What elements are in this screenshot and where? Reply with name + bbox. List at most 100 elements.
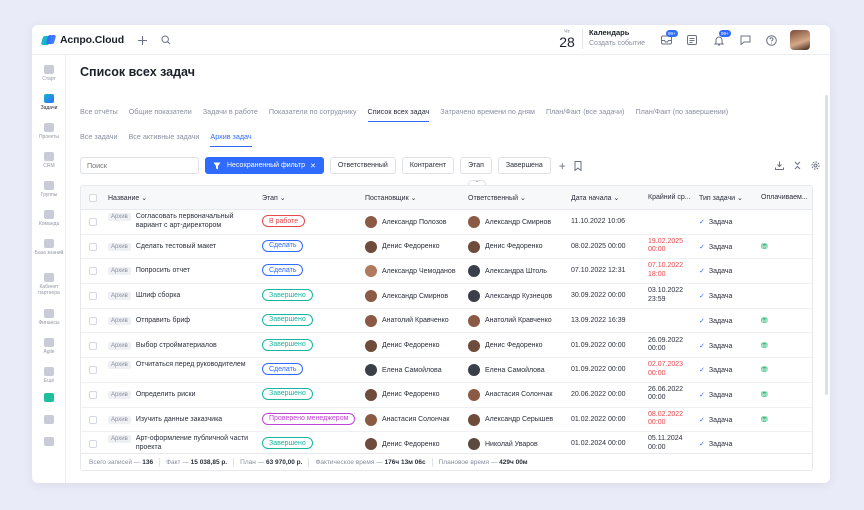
row-checkbox[interactable]	[89, 440, 97, 449]
add-icon[interactable]	[136, 34, 148, 46]
assignee-name[interactable]: Александр Смирнов	[485, 218, 552, 226]
sidebar-item-agile[interactable]: Agile	[32, 338, 66, 355]
task-name-cell[interactable]: Архив Попросить отчет	[108, 267, 261, 276]
row-checkbox[interactable]	[89, 218, 97, 226]
calendar-widget[interactable]: Чт 28 Календарь Создать событие	[556, 28, 645, 49]
assignee-name[interactable]: Александр Кузнецов	[485, 292, 553, 300]
creator-name[interactable]: Анастасия Солончак	[382, 416, 450, 424]
table-row[interactable]: Архив Согласовать первоначальный вариант …	[81, 210, 812, 235]
filter-stage-button[interactable]: Этап	[460, 157, 492, 174]
column-deadline[interactable]: Крайний ср...	[648, 194, 691, 201]
tab-plan-fact-all[interactable]: План/Факт (все задачи)	[545, 107, 625, 116]
row-checkbox[interactable]	[89, 366, 97, 375]
creator-name[interactable]: Елена Самойлова	[382, 366, 442, 374]
creator-name[interactable]: Анатолий Кравченко	[382, 317, 449, 325]
stage-badge[interactable]: Сделать	[262, 363, 304, 376]
assignee-name[interactable]: Анатолий Кравченко	[485, 317, 552, 325]
sidebar-item-app[interactable]	[32, 393, 66, 404]
row-checkbox[interactable]	[89, 292, 97, 301]
sidebar-item-projects[interactable]: Проекты	[32, 123, 66, 140]
creator-name[interactable]: Денис Федоренко	[382, 342, 440, 349]
task-name-cell[interactable]: Архив Изучить данные заказчика	[108, 415, 261, 425]
tab-general[interactable]: Общие показатели	[128, 107, 192, 116]
stage-badge[interactable]: Проверено менеджером	[262, 412, 356, 425]
task-name[interactable]: Отправить бриф	[135, 316, 191, 324]
table-row[interactable]: Архив Сделать тестовый макет Сделать Денис …	[81, 235, 812, 260]
column-creator[interactable]: Постановщик ⌄	[365, 195, 417, 202]
chat-icon[interactable]	[739, 34, 751, 46]
task-name[interactable]: Согласовать первоначальный вариант с арт…	[135, 213, 234, 229]
sidebar-item-partner[interactable]: Кабинет партнера	[32, 273, 66, 296]
stage-badge[interactable]: Завершено	[262, 387, 313, 400]
sidebar-item-more[interactable]: Ещё	[32, 367, 66, 384]
user-avatar[interactable]	[790, 30, 810, 50]
sidebar-item-start[interactable]: Старт	[32, 65, 66, 82]
creator-name[interactable]: Александр Смирнов	[382, 292, 449, 300]
creator-name[interactable]: Александр Чемоданов	[382, 267, 456, 275]
task-name[interactable]: Определить риски	[135, 390, 196, 398]
sidebar-item-extra-2[interactable]	[32, 437, 66, 448]
create-event-link[interactable]: Создать событие	[589, 40, 646, 47]
table-row[interactable]: Архив Определить риски Завершено Денис Федо…	[81, 383, 812, 408]
assignee-name[interactable]: Николай Уваров	[485, 440, 538, 448]
column-billable[interactable]: Оплачиваем...	[761, 194, 808, 201]
sidebar-item-team[interactable]: Команда	[32, 210, 66, 227]
column-start-date[interactable]: Дата начала ⌄	[571, 195, 620, 202]
task-name[interactable]: Шлиф сборка	[135, 292, 181, 300]
task-name-cell[interactable]: Архив Определить риски	[108, 390, 261, 400]
assignee-name[interactable]: Елена Самойлова	[485, 366, 545, 374]
row-checkbox[interactable]	[89, 267, 97, 276]
task-name[interactable]: Попросить отчет	[135, 267, 190, 275]
collapse-icon[interactable]	[794, 161, 801, 170]
assignee-name[interactable]: Денис Федоренко	[485, 243, 543, 251]
task-name-cell[interactable]: Архив Выбор стройматериалов	[108, 341, 261, 351]
row-checkbox[interactable]	[89, 415, 97, 424]
creator-name[interactable]: Денис Федоренко	[382, 391, 440, 399]
tab-time-by-day[interactable]: Затрачено времени по дням	[440, 107, 535, 116]
select-all-checkbox[interactable]	[89, 194, 97, 202]
download-icon[interactable]	[775, 161, 784, 170]
row-checkbox[interactable]	[89, 242, 97, 251]
subtab-active[interactable]: Все активные задачи	[128, 132, 200, 141]
stage-badge[interactable]: Завершено	[262, 289, 313, 302]
task-name[interactable]: Изучить данные заказчика	[135, 415, 223, 423]
row-checkbox[interactable]	[89, 341, 97, 350]
task-name[interactable]: Выбор стройматериалов	[135, 341, 217, 349]
task-name-cell[interactable]: Архив Согласовать первоначальный вариант …	[108, 213, 261, 230]
stage-badge[interactable]: Завершено	[262, 313, 313, 326]
gear-icon[interactable]	[811, 161, 820, 170]
table-row[interactable]: Архив Шлиф сборка Завершено Александр Смирн…	[81, 284, 812, 309]
tab-by-employee[interactable]: Показатели по сотруднику	[268, 107, 357, 116]
task-name[interactable]: Сделать тестовый макет	[135, 242, 217, 250]
sidebar-item-crm[interactable]: CRM	[32, 152, 66, 169]
bell-icon[interactable]: 99+	[713, 30, 731, 46]
tab-all-reports[interactable]: Все отчёты	[80, 107, 118, 116]
active-filter-button[interactable]: Несохраненный фильтр ✕	[205, 157, 324, 174]
stage-badge[interactable]: Сделать	[262, 239, 304, 252]
table-row[interactable]: Архив Попросить отчет Сделать Александр Чем…	[81, 259, 812, 285]
assignee-name[interactable]: Анастасия Солончак	[485, 391, 553, 399]
subtab-archive[interactable]: Архив задач	[210, 132, 252, 147]
add-filter-icon[interactable]: +	[558, 158, 566, 173]
stage-badge[interactable]: Сделать	[262, 264, 304, 277]
search-input[interactable]	[80, 157, 199, 174]
task-name[interactable]: Арт-оформление публичной части проекта	[135, 435, 249, 451]
vertical-scrollbar[interactable]	[825, 95, 828, 395]
creator-name[interactable]: Александр Полозов	[382, 218, 447, 226]
creator-name[interactable]: Денис Федоренко	[382, 243, 440, 251]
sidebar-item-extra-1[interactable]	[32, 415, 66, 426]
filter-assignee-button[interactable]: Ответственный	[329, 157, 396, 174]
filter-completed-button[interactable]: Завершена	[497, 157, 551, 174]
task-name-cell[interactable]: Архив Отчитаться перед руководителем	[108, 361, 261, 370]
table-row[interactable]: Архив Изучить данные заказчика Проверено м…	[81, 408, 812, 433]
task-name-cell[interactable]: Архив Отправить бриф	[108, 316, 261, 326]
creator-name[interactable]: Денис Федоренко	[382, 440, 440, 448]
column-assignee[interactable]: Ответственный ⌄	[468, 195, 526, 202]
assignee-name[interactable]: Александр Серышев	[485, 416, 554, 424]
table-row[interactable]: Архив Выбор стройматериалов Завершено Денис…	[81, 334, 812, 359]
task-name[interactable]: Отчитаться перед руководителем	[135, 361, 246, 369]
sidebar-item-knowledge[interactable]: База знаний	[32, 239, 66, 256]
inbox-icon[interactable]: 99+	[660, 30, 678, 46]
task-name-cell[interactable]: Архив Сделать тестовый макет	[108, 242, 261, 252]
column-name[interactable]: Название ⌄	[108, 195, 148, 202]
